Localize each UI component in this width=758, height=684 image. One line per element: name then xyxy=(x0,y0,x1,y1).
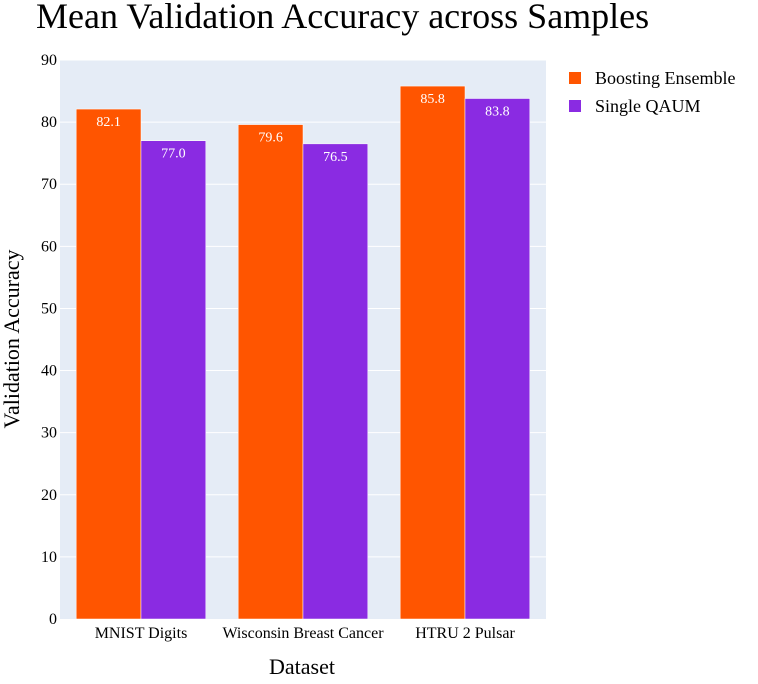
legend-label: Boosting Ensemble xyxy=(595,68,736,88)
legend-label: Single QAUM xyxy=(595,96,701,116)
y-tick-label: 10 xyxy=(41,549,57,566)
x-axis-ticks: MNIST Digits Wisconsin Breast Cancer HTRU … xyxy=(95,625,516,642)
legend[interactable]: Boosting Ensemble Single QAUM xyxy=(569,68,736,116)
bar-value-label: 85.8 xyxy=(420,92,445,107)
y-tick-label: 40 xyxy=(41,363,57,380)
x-tick-label: Wisconsin Breast Cancer xyxy=(222,625,384,642)
y-axis-ticks: 0 10 20 30 40 50 60 70 80 90 xyxy=(41,52,57,628)
bars xyxy=(75,85,531,620)
y-axis-title: Validation Accuracy xyxy=(0,250,24,429)
legend-item[interactable]: Boosting Ensemble xyxy=(569,68,736,88)
y-tick-label: 20 xyxy=(41,487,57,504)
chart-title: Mean Validation Accuracy across Samples xyxy=(36,0,649,36)
bar-single-qaum[interactable] xyxy=(464,98,531,620)
bar-single-qaum[interactable] xyxy=(302,143,369,620)
x-tick-label: MNIST Digits xyxy=(95,625,188,642)
legend-item[interactable]: Single QAUM xyxy=(569,96,701,116)
bar-value-label: 76.5 xyxy=(323,150,348,165)
legend-swatch xyxy=(569,100,581,112)
bar-boosting-ensemble[interactable] xyxy=(75,108,142,620)
bar-boosting-ensemble[interactable] xyxy=(237,124,304,620)
bar-single-qaum[interactable] xyxy=(140,140,207,620)
y-tick-label: 60 xyxy=(41,238,57,255)
y-tick-label: 70 xyxy=(41,176,57,193)
x-tick-label: HTRU 2 Pulsar xyxy=(415,625,515,642)
y-tick-label: 0 xyxy=(49,611,57,628)
bar-value-label: 79.6 xyxy=(258,131,283,146)
legend-swatch xyxy=(569,72,581,84)
x-axis-title: Dataset xyxy=(269,654,335,679)
bar-value-label: 83.8 xyxy=(485,105,510,120)
y-tick-label: 30 xyxy=(41,425,57,442)
bar-boosting-ensemble[interactable] xyxy=(399,85,466,620)
y-tick-label: 80 xyxy=(41,114,57,131)
data-labels: 82.1 77.0 79.6 76.5 85.8 83.8 xyxy=(96,92,509,165)
y-tick-label: 50 xyxy=(41,300,57,317)
bar-value-label: 82.1 xyxy=(96,115,121,130)
bar-value-label: 77.0 xyxy=(161,147,186,162)
y-tick-label: 90 xyxy=(41,52,57,69)
